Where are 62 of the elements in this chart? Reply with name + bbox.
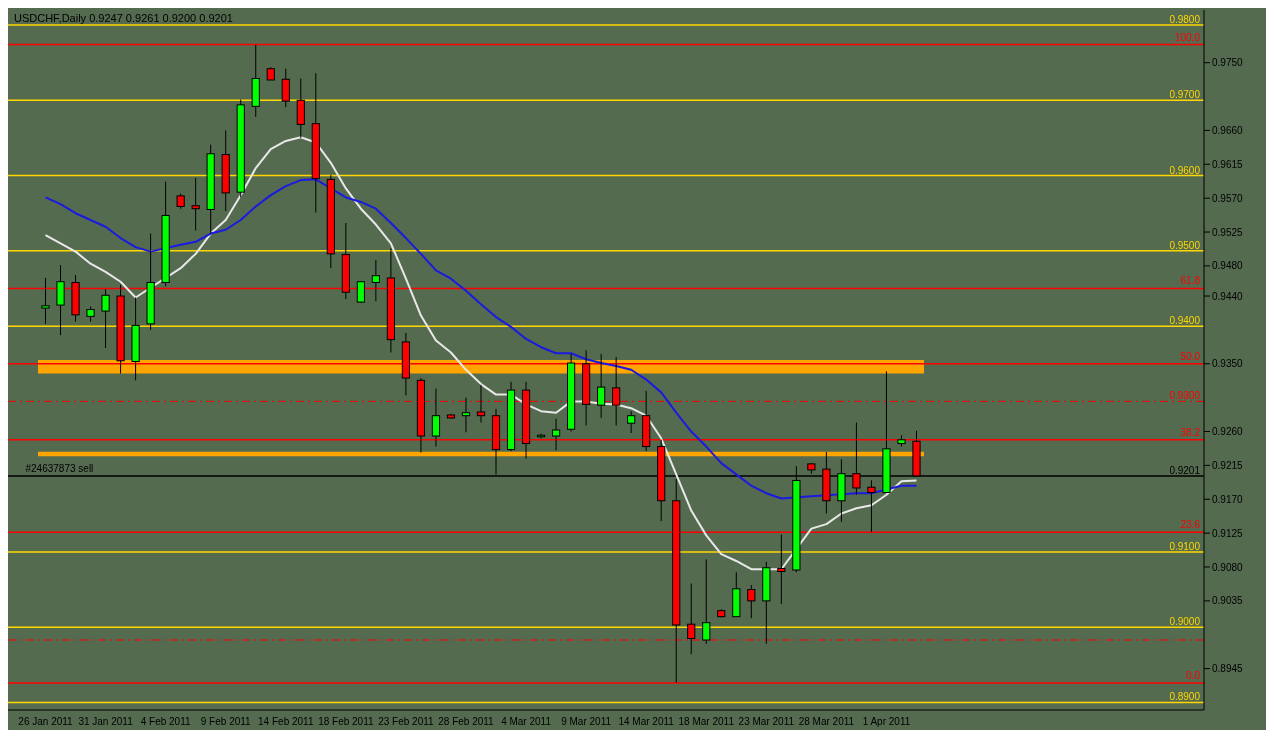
candlestick: [551, 418, 561, 451]
text: 0.9215: [1212, 459, 1243, 471]
text: 0.9525: [1212, 226, 1243, 238]
candlestick: [702, 558, 711, 645]
x-tick-label: 28 Mar 2011: [798, 716, 855, 728]
text: 0.9750: [1212, 57, 1243, 69]
x-tick-label: 4 Feb 2011: [140, 716, 192, 728]
annotation: 0.0: [1186, 669, 1200, 681]
x-tick-label: 9 Feb 2011: [200, 716, 252, 728]
candlestick: [597, 353, 606, 419]
candlestick: [191, 177, 200, 232]
text: 0.9440: [1212, 290, 1243, 302]
ref-line-label: 0.9800: [1169, 14, 1201, 26]
ref-line-label: 0.9300: [1169, 390, 1201, 402]
candlestick: [56, 264, 65, 336]
candlestick: [627, 410, 636, 434]
annotation: 100.0: [1174, 31, 1200, 43]
text: 0.9170: [1212, 493, 1243, 505]
x-tick-label: 14 Mar 2011: [618, 716, 675, 728]
text: 0.9660: [1212, 124, 1243, 136]
x-tick-label: 28 Feb 2011: [438, 716, 495, 728]
candlestick: [281, 68, 290, 108]
text: 0.8945: [1212, 663, 1243, 675]
ref-line-label: 0.9000: [1169, 616, 1201, 628]
text: 0.9480: [1212, 260, 1243, 272]
text: 0.9260: [1212, 426, 1243, 438]
chart-title: USDCHF,Daily 0.9247 0.9261 0.9200 0.9201: [14, 12, 233, 24]
ref-line-label: 0.9100: [1169, 540, 1201, 552]
candlestick: [101, 288, 110, 349]
x-tick-label: 26 Jan 2011: [18, 716, 74, 728]
x-tick-label: 18 Mar 2011: [678, 716, 735, 728]
ref-line-label: 0.9600: [1169, 164, 1201, 176]
candlestick: [371, 259, 380, 302]
x-tick-label: 4 Mar 2011: [501, 716, 552, 728]
text: 0.9570: [1212, 192, 1243, 204]
text: 0.9080: [1212, 561, 1243, 573]
text: 0.9125: [1212, 527, 1243, 539]
candlestick: [431, 388, 441, 448]
candlestick: [747, 584, 756, 619]
annotation: #24637873 sell: [25, 462, 94, 474]
ref-line-label: 0.8900: [1169, 691, 1201, 703]
ref-line-label: 0.9700: [1169, 89, 1201, 101]
candlestick: [777, 534, 786, 605]
x-tick-label: 31 Jan 2011: [78, 716, 134, 728]
annotation: 50.0: [1180, 350, 1200, 362]
text: 0.9615: [1212, 158, 1243, 170]
ref-line-label: 0.9400: [1169, 315, 1201, 327]
candlestick: [461, 397, 471, 433]
x-tick-label: 18 Feb 2011: [318, 716, 374, 728]
text: 0.9035: [1212, 595, 1243, 607]
x-tick-label: 23 Mar 2011: [738, 716, 795, 728]
annotation: 61.8: [1180, 275, 1200, 287]
ref-line-label: 0.9201: [1169, 464, 1201, 476]
candlestick: [41, 277, 50, 325]
annotation: 38.2: [1180, 426, 1200, 438]
text: 0.9350: [1212, 358, 1243, 370]
x-tick-label: 9 Mar 2011: [561, 716, 612, 728]
x-tick-label: 23 Feb 2011: [378, 716, 435, 728]
ref-line-label: 0.9500: [1169, 239, 1201, 251]
x-tick-label: 1 Apr 2011: [862, 716, 911, 728]
x-tick-label: 14 Feb 2011: [258, 716, 314, 728]
annotation: 23.6: [1180, 519, 1200, 531]
